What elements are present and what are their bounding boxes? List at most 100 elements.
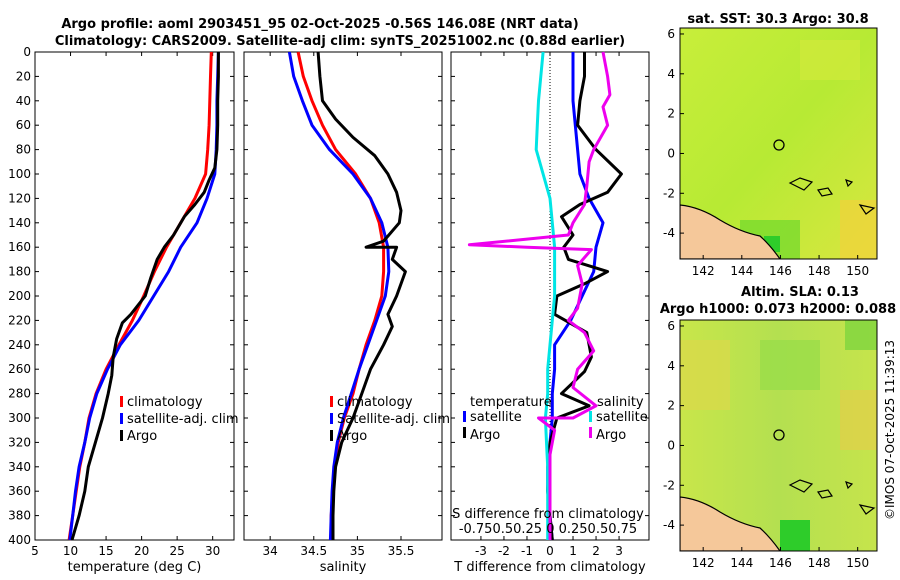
x-tick-label: 1 <box>569 544 577 558</box>
x-tick-label: 35 <box>350 544 365 558</box>
temperature-legend: climatology satellite-adj. clim Argo <box>120 395 239 444</box>
y-tick-label: 200 <box>8 289 31 303</box>
x-tick-label: 10 <box>63 544 78 558</box>
legend-swatch-s-satellite <box>589 411 592 422</box>
y-tick-label: 280 <box>8 387 31 401</box>
legend-label-argo: Argo <box>127 429 157 444</box>
x-tick-label: 146 <box>769 264 792 278</box>
sla-patch <box>760 340 820 390</box>
y-tick-label: 60 <box>16 118 31 132</box>
legend-label-satellite: Satellite-adj. clim <box>337 412 450 427</box>
legend-swatch-climatology <box>330 396 333 407</box>
legend-swatch-climatology <box>120 396 123 407</box>
legend-label-t-satellite: satellite <box>470 410 522 425</box>
y-tick-label: 180 <box>8 265 31 279</box>
sst-map-title: sat. SST: 30.3 Argo: 30.8 <box>687 12 868 27</box>
series-line-argo <box>70 52 220 541</box>
x-tick-label: 34 <box>263 544 278 558</box>
map-frame <box>679 319 878 552</box>
salinity-panel: 34 34.5 35 35.5 salinity <box>243 51 443 575</box>
y-tick-label: 6 <box>667 319 675 333</box>
legend-label-s-argo: Argo <box>596 428 626 443</box>
legend-swatch-satellite <box>330 413 333 424</box>
y-tick-label: 0 <box>667 438 675 452</box>
s-difference-tick-labels: -0.750.50.25 0 0.250.50.75 <box>459 522 637 537</box>
sla-profile-marker <box>773 429 785 441</box>
figure-title-line1: Argo profile: aoml 2903451_95 02-Oct-202… <box>61 17 578 32</box>
series-line-t-argo <box>546 52 623 541</box>
y-tick-label: 120 <box>8 191 31 205</box>
y-tick-label: 2 <box>667 399 675 413</box>
legend-swatch-t-satellite <box>463 411 466 422</box>
imos-watermark: ©IMOS 07-Oct-2025 11:39:13 <box>883 340 897 520</box>
y-tick-label: 0 <box>23 45 31 59</box>
x-tick-label: -1 <box>521 544 533 558</box>
x-tick-label: 142 <box>692 264 715 278</box>
legend-swatch-argo <box>330 430 333 441</box>
x-tick-label: 25 <box>170 544 185 558</box>
legend-title-temperature: temperature <box>470 395 552 410</box>
sla-patch <box>780 520 810 551</box>
sla-patch <box>680 340 730 410</box>
x-tick-label: 35.5 <box>388 544 415 558</box>
x-tick-label: 146 <box>769 556 792 570</box>
y-tick-label: 380 <box>8 509 31 523</box>
sst-patch <box>840 200 877 259</box>
legend-swatch-satellite <box>120 413 123 424</box>
sst-map <box>680 28 877 259</box>
y-tick-label: 2 <box>667 107 675 121</box>
y-tick-label: -2 <box>663 186 675 200</box>
x-tick-label: 5 <box>31 544 39 558</box>
y-tick-label: 0 <box>667 146 675 160</box>
islands-outline <box>788 479 876 515</box>
x-tick-label: 148 <box>808 556 831 570</box>
s-difference-axis-label: S difference from climatology <box>452 507 644 522</box>
difference-panel: -3 -2 -1 0 1 2 3 T difference from climatology <box>450 51 650 575</box>
y-tick-label: 300 <box>8 411 31 425</box>
series-line-argo <box>316 51 407 540</box>
y-tick-label: 160 <box>8 240 31 254</box>
y-tick-label: 400 <box>8 533 31 547</box>
series-line-s-satellite <box>534 51 557 540</box>
figure-title-line2: Climatology: CARS2009. Satellite-adj cli… <box>55 34 625 49</box>
y-tick-label: 100 <box>8 167 31 181</box>
sla-patch <box>840 390 877 450</box>
series-line-climatology <box>67 51 213 541</box>
sst-map-axes: 142 144 146 148 150 -4 -2 0 2 4 6 <box>663 27 878 278</box>
legend-swatch-t-argo <box>463 427 466 438</box>
y-tick-label: 80 <box>16 143 31 157</box>
legend-label-climatology: climatology <box>127 395 203 410</box>
y-tick-label: 360 <box>8 484 31 498</box>
y-tick-label: 6 <box>667 27 675 41</box>
x-tick-label: 34.5 <box>300 544 327 558</box>
sla-map <box>680 320 877 551</box>
x-tick-label: 15 <box>98 544 113 558</box>
land-new-guinea <box>680 496 781 551</box>
y-tick-label: -2 <box>663 478 675 492</box>
x-tick-label: 144 <box>730 264 753 278</box>
sst-patch <box>800 40 860 80</box>
sst-profile-marker <box>773 139 785 151</box>
y-tick-label: 4 <box>667 359 675 373</box>
islands-outline <box>788 177 876 215</box>
x-tick-label: 0 <box>546 544 554 558</box>
land-new-guinea <box>680 204 781 259</box>
legend-label-satellite: satellite-adj. clim <box>127 412 239 427</box>
legend-title-salinity: salinity <box>597 395 644 410</box>
x-tick-label: 150 <box>846 556 869 570</box>
y-tick-label: 260 <box>8 362 31 376</box>
x-tick-label: 30 <box>205 544 220 558</box>
x-axis-label: salinity <box>320 560 367 575</box>
x-tick-label: -2 <box>498 544 510 558</box>
difference-legend: temperature salinity satellite Argo sate… <box>463 395 648 443</box>
y-tick-label: 320 <box>8 435 31 449</box>
legend-swatch-argo <box>120 430 123 441</box>
y-tick-label: 340 <box>8 460 31 474</box>
y-tick-label: -4 <box>663 518 675 532</box>
temperature-panel: 0 20 40 60 80 100 120 140 160 180 200 220 240 260 280 3… <box>8 45 235 575</box>
salinity-legend: climatology Satellite-adj. clim Argo <box>330 395 450 444</box>
x-tick-label: -3 <box>475 544 487 558</box>
legend-swatch-s-argo <box>589 427 592 438</box>
y-tick-label: 240 <box>8 338 31 352</box>
